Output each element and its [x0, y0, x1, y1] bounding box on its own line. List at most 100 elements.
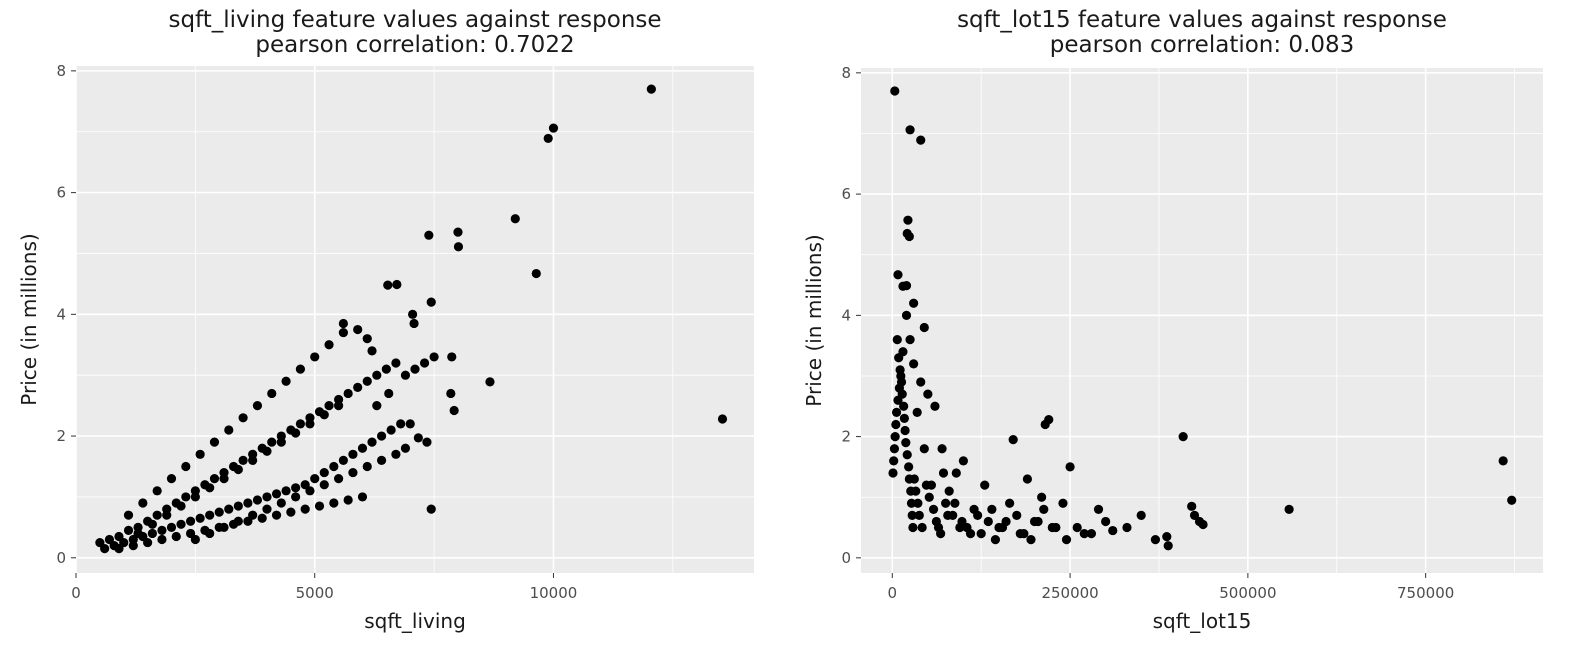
data-point: [376, 455, 387, 466]
data-point: [426, 504, 436, 514]
data-point: [912, 407, 922, 417]
data-point: [348, 467, 358, 478]
data-point: [903, 215, 913, 225]
data-point: [343, 495, 353, 505]
data-point: [400, 370, 411, 380]
data-point: [1136, 510, 1146, 521]
data-point: [914, 510, 924, 521]
data-point: [901, 438, 911, 448]
data-point: [906, 498, 917, 508]
data-point: [295, 364, 306, 374]
data-point: [291, 428, 301, 438]
data-point: [367, 346, 377, 356]
y-tick-label: 8: [56, 62, 66, 80]
data-point: [919, 322, 929, 333]
data-point: [909, 298, 919, 308]
data-point: [152, 486, 162, 496]
data-point: [1150, 535, 1161, 545]
data-point: [1058, 498, 1068, 508]
data-point: [233, 501, 243, 511]
data-point: [895, 365, 905, 375]
data-point: [646, 84, 656, 94]
data-point: [338, 318, 348, 329]
data-point: [446, 388, 456, 399]
data-point: [951, 468, 961, 478]
data-point: [453, 227, 463, 237]
data-point: [1012, 510, 1022, 521]
data-point: [510, 214, 520, 224]
data-point: [362, 334, 372, 344]
data-point: [391, 358, 401, 368]
data-point: [987, 504, 997, 514]
data-point: [176, 501, 186, 511]
data-point: [157, 534, 167, 545]
data-points: [888, 86, 1517, 551]
y-tick-label: 2: [841, 428, 851, 446]
data-point: [410, 364, 420, 374]
data-point: [362, 376, 372, 386]
data-point: [408, 309, 418, 319]
data-point: [893, 270, 903, 280]
x-tick-label: 250000: [1041, 584, 1098, 602]
data-point: [400, 443, 411, 453]
data-point: [319, 467, 329, 478]
data-point: [405, 419, 415, 429]
data-point: [531, 268, 541, 279]
data-point: [324, 401, 334, 411]
data-point: [381, 364, 391, 374]
data-point: [919, 444, 929, 454]
data-point: [281, 376, 291, 386]
data-point: [224, 425, 234, 435]
y-tick-label: 2: [56, 427, 66, 445]
data-point: [1498, 456, 1508, 466]
data-point: [334, 474, 344, 484]
data-point: [923, 389, 933, 399]
data-point: [1022, 474, 1033, 484]
data-point: [962, 522, 972, 533]
data-point: [1039, 504, 1049, 514]
data-point: [114, 544, 124, 554]
data-point: [924, 492, 934, 502]
data-point: [941, 498, 951, 508]
data-point: [409, 318, 419, 329]
data-point: [147, 528, 157, 539]
data-point: [891, 407, 902, 417]
data-point: [362, 461, 372, 472]
data-point: [905, 125, 915, 135]
data-point: [291, 483, 301, 493]
data-point: [913, 498, 923, 508]
y-axis-label: Price (in millions): [802, 234, 826, 406]
data-point: [958, 456, 969, 466]
data-point: [392, 279, 402, 290]
data-point: [276, 437, 286, 447]
data-point: [917, 522, 927, 533]
data-point: [905, 334, 915, 345]
x-tick-label: 5000: [296, 584, 334, 602]
data-point: [248, 510, 258, 520]
data-point: [262, 504, 272, 514]
data-point: [181, 461, 191, 472]
data-point: [248, 455, 258, 466]
data-point: [1040, 419, 1050, 430]
data-point: [892, 334, 902, 345]
y-tick-label: 6: [841, 185, 851, 203]
data-point: [205, 483, 215, 493]
data-point: [252, 495, 263, 505]
data-point: [944, 486, 954, 496]
data-point: [152, 510, 162, 520]
data-point: [1162, 532, 1172, 542]
data-point: [1047, 522, 1057, 533]
data-point: [891, 419, 901, 430]
data-point: [219, 474, 229, 484]
data-point: [384, 388, 394, 399]
data-point: [911, 486, 921, 496]
data-point: [267, 437, 277, 447]
data-point: [449, 405, 459, 416]
data-point: [1086, 528, 1097, 539]
y-tick-label: 6: [56, 184, 66, 202]
data-point: [907, 510, 917, 521]
data-point: [367, 437, 377, 447]
data-point: [889, 456, 899, 466]
data-point: [348, 449, 358, 459]
data-point: [209, 474, 220, 484]
